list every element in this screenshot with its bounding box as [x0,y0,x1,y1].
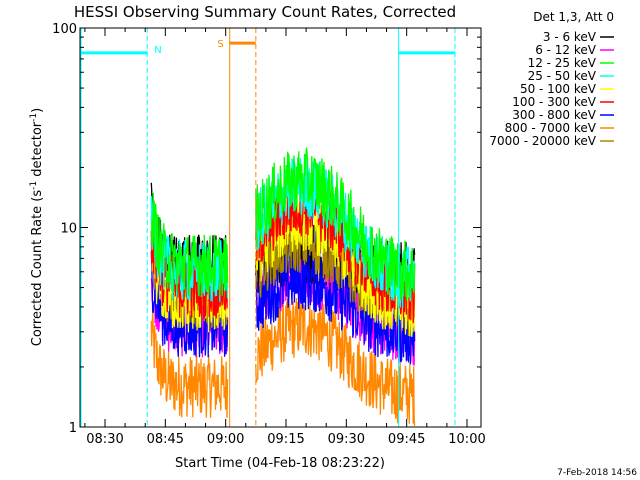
legend-entry: 300 - 800 keV [512,108,596,122]
x-tick-label: 10:00 [448,432,485,447]
legend-entry: 800 - 7000 keV [505,121,597,135]
series-line [150,307,229,418]
legend-header: Det 1,3, Att 0 [533,10,614,24]
legend-entry: 3 - 6 keV [543,30,597,44]
night-marker-label: N [154,45,161,56]
y-tick-label: 100 [52,22,77,37]
saa-marker-label: S [217,39,223,50]
x-tick-label: 08:30 [86,432,123,447]
axis-layer: 1 10 100 08:30 08:45 09:00 09:15 09:30 09:45 10:0… [52,22,486,447]
legend-entry: 50 - 100 keV [520,82,597,96]
x-tick-label: 09:30 [328,432,365,447]
legend-entry: 100 - 300 keV [512,95,596,109]
y-axis-label: Corrected Count Rate (s-1 detector-1) [29,108,45,346]
series-line [150,192,229,297]
series-trace [150,147,416,301]
x-tick-label: 08:45 [147,432,184,447]
x-tick-label: 09:45 [388,432,425,447]
series-line [255,147,416,301]
x-axis-label: Start Time (04-Feb-18 08:23:22) [175,456,385,471]
legend-entry: 7000 - 20000 keV [489,134,596,148]
series-line [255,297,416,426]
y-tick-label: 1 [69,421,77,436]
chart-title: HESSI Observing Summary Count Rates, Cor… [74,3,456,21]
y-tick-label: 10 [60,222,77,237]
legend-entry: 6 - 12 keV [535,43,597,57]
legend-entry: 25 - 50 keV [528,69,597,83]
series-trace [150,297,416,426]
timestamp: 7-Feb-2018 14:56 [557,468,637,478]
x-tick-label: 09:15 [267,432,304,447]
data-layer [150,147,416,426]
legend-entry: 12 - 25 keV [528,56,597,70]
x-tick-label: 09:00 [207,432,244,447]
